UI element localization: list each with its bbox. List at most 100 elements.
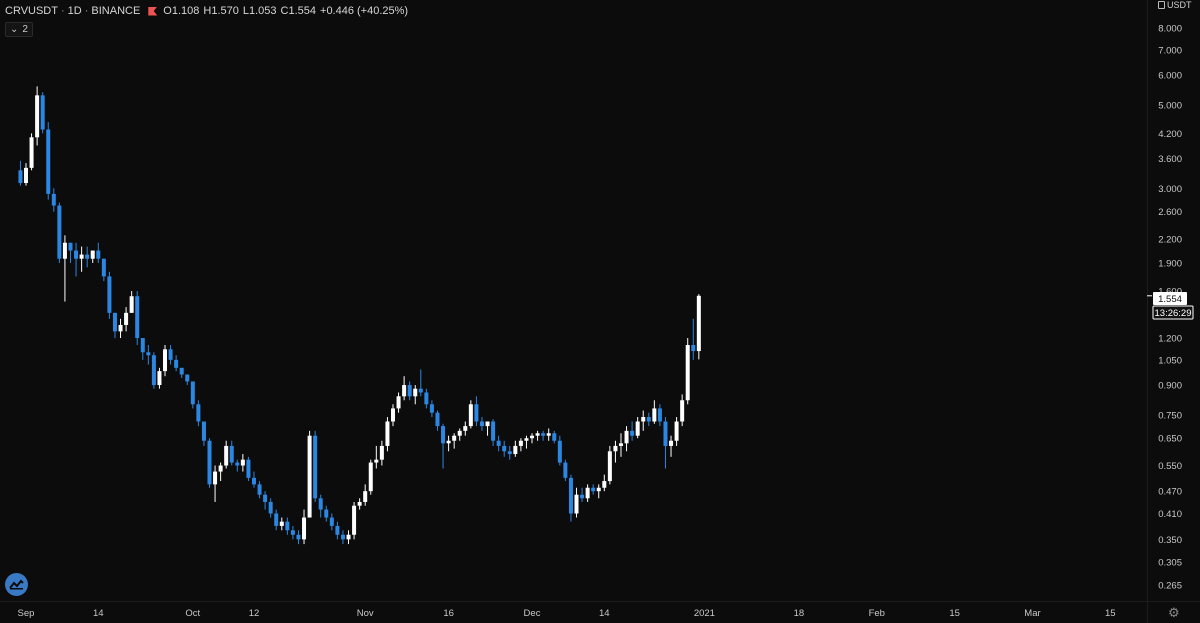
low-value: L1.053 — [242, 5, 277, 17]
price-tick-label: 3.000 — [1158, 184, 1182, 195]
candle — [669, 435, 674, 457]
candle — [96, 242, 101, 263]
candle — [441, 423, 446, 469]
candle-body — [157, 371, 162, 386]
candle — [324, 505, 329, 522]
candle-body — [296, 534, 301, 540]
candle — [357, 498, 362, 510]
candle-body — [441, 426, 446, 444]
currency-label[interactable]: USDT — [1158, 0, 1192, 10]
candle-body — [29, 137, 34, 168]
candle-body — [235, 462, 240, 466]
candle — [296, 530, 301, 545]
price-tick-label: 2.200 — [1158, 235, 1182, 246]
candle-body — [613, 445, 618, 452]
candle-body — [140, 338, 145, 353]
last-price-box — [1153, 292, 1187, 305]
candle-body — [524, 438, 529, 441]
price-tick-label: 2.600 — [1158, 207, 1182, 218]
candle — [613, 440, 618, 463]
candle-body — [641, 417, 646, 422]
candle-body — [429, 404, 434, 413]
candle — [257, 481, 262, 499]
candle — [57, 202, 62, 263]
candle-body — [452, 435, 457, 441]
price-tick-label: 1.050 — [1158, 355, 1182, 366]
candle — [268, 498, 273, 518]
candle-body — [657, 408, 662, 422]
candle-body — [35, 95, 40, 138]
candle-body — [607, 451, 612, 482]
time-tick-label: 14 — [599, 608, 610, 619]
candle-body — [74, 250, 79, 259]
price-tick-label: 0.750 — [1158, 410, 1182, 421]
candle-body — [374, 459, 379, 463]
indicator-count: 2 — [22, 24, 28, 35]
candle-body — [402, 385, 407, 397]
candle-body — [563, 462, 568, 478]
candle — [329, 513, 334, 531]
indicators-toggle-button[interactable]: ⌄ 2 — [5, 22, 33, 37]
candle — [40, 92, 45, 134]
candle — [174, 355, 179, 372]
candle-body — [618, 443, 623, 446]
candle — [157, 367, 162, 389]
candle — [479, 417, 484, 431]
lock-icon — [1158, 1, 1165, 9]
change-value: +0.446 (+40.25%) — [320, 5, 409, 17]
candle — [307, 430, 312, 518]
candle-body — [274, 513, 279, 526]
candle-body — [602, 481, 607, 488]
price-tick-label: 8.000 — [1158, 24, 1182, 35]
time-tick-label: 2021 — [694, 608, 715, 619]
price-tick-label: 0.470 — [1158, 487, 1182, 498]
candle — [124, 307, 129, 332]
last-price-label: 1.554 — [1158, 294, 1182, 305]
candle — [491, 419, 496, 446]
candle-body — [463, 426, 468, 431]
time-axis[interactable]: Sep 14 Oct 12 Nov 16 Dec 14 2021 18 Feb 15 Mar 15 — [18, 608, 1116, 619]
interval-label[interactable]: 1D — [67, 5, 82, 17]
candle-body — [163, 349, 168, 372]
close-value: C1.554 — [280, 5, 317, 17]
candle — [591, 484, 596, 495]
candle-body — [635, 421, 640, 436]
candle-body — [279, 521, 284, 526]
candle — [524, 435, 529, 449]
time-tick-label: 18 — [794, 608, 805, 619]
candle — [23, 163, 29, 186]
time-tick-label: 16 — [443, 608, 454, 619]
candle-body — [379, 445, 384, 460]
candle-body — [396, 396, 401, 409]
candle — [502, 440, 507, 457]
candle — [129, 291, 134, 313]
candle-body — [696, 295, 701, 352]
symbol-name[interactable]: CRVUSDT — [5, 5, 58, 17]
candle-body — [557, 440, 562, 463]
candle-body — [285, 521, 290, 531]
candle-body — [474, 404, 479, 422]
candle — [624, 426, 629, 452]
candle-body — [541, 433, 546, 436]
candle-body — [446, 440, 451, 444]
candle — [346, 530, 351, 545]
candle — [424, 388, 429, 409]
candle-body — [574, 494, 579, 514]
gear-icon[interactable]: ⚙ — [1168, 605, 1180, 620]
candle-body — [79, 254, 84, 259]
price-tick-label: 0.410 — [1158, 509, 1182, 520]
candle — [452, 433, 457, 449]
candle-body — [591, 487, 596, 492]
candle — [51, 188, 56, 212]
flag-icon[interactable] — [148, 6, 158, 16]
candle — [251, 471, 256, 488]
tradingview-logo-icon[interactable] — [5, 573, 28, 596]
candle — [190, 381, 195, 409]
price-tick-label: 0.550 — [1158, 461, 1182, 472]
time-tick-label: Nov — [357, 608, 374, 619]
candle — [213, 465, 218, 502]
candle — [518, 438, 523, 452]
candle — [474, 396, 479, 427]
candle-body — [96, 250, 101, 259]
